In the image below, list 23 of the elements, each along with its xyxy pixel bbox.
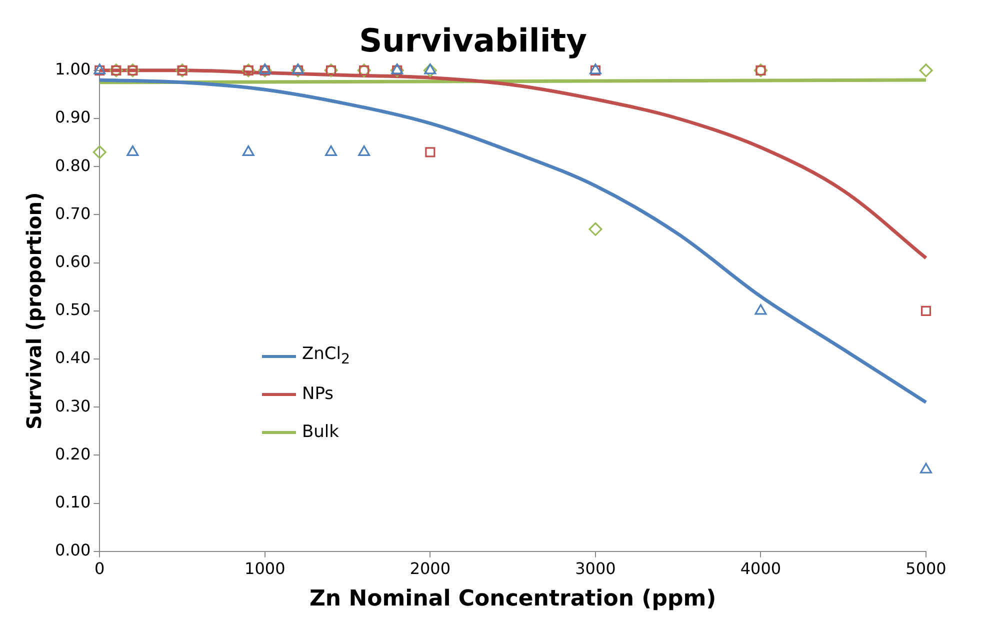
- y-tick-label: 1.00: [55, 60, 91, 79]
- y-tick-label: 0.40: [55, 348, 91, 368]
- x-tick-label: 5000: [906, 559, 946, 578]
- y-tick-label: 0.10: [55, 492, 91, 512]
- y-tick-label: 0.60: [55, 252, 91, 271]
- y-tick-label: 0.30: [55, 396, 91, 416]
- y-tick-label: 0.50: [55, 300, 91, 320]
- y-axis-title: Survival (proportion): [22, 192, 46, 430]
- legend-label: NPs: [302, 384, 334, 404]
- y-tick-label: 0.90: [55, 108, 91, 127]
- y-tick-label: 0.80: [55, 156, 91, 175]
- y-tick-label: 0.70: [55, 204, 91, 223]
- x-tick-label: 4000: [740, 559, 782, 578]
- legend-label: Bulk: [302, 422, 340, 442]
- y-tick-label: 0.20: [55, 444, 91, 464]
- x-tick-label: 2000: [410, 559, 451, 578]
- x-tick-label: 1000: [244, 559, 286, 578]
- y-tick-label: 0.00: [55, 540, 91, 560]
- x-axis-title: Zn Nominal Concentration (ppm): [309, 586, 716, 612]
- chart-title: Survivability: [359, 22, 588, 60]
- x-tick-label: 0: [94, 559, 105, 578]
- legend-label: ZnCl$_{2}$: [302, 344, 350, 368]
- x-tick-label: 3000: [575, 559, 616, 578]
